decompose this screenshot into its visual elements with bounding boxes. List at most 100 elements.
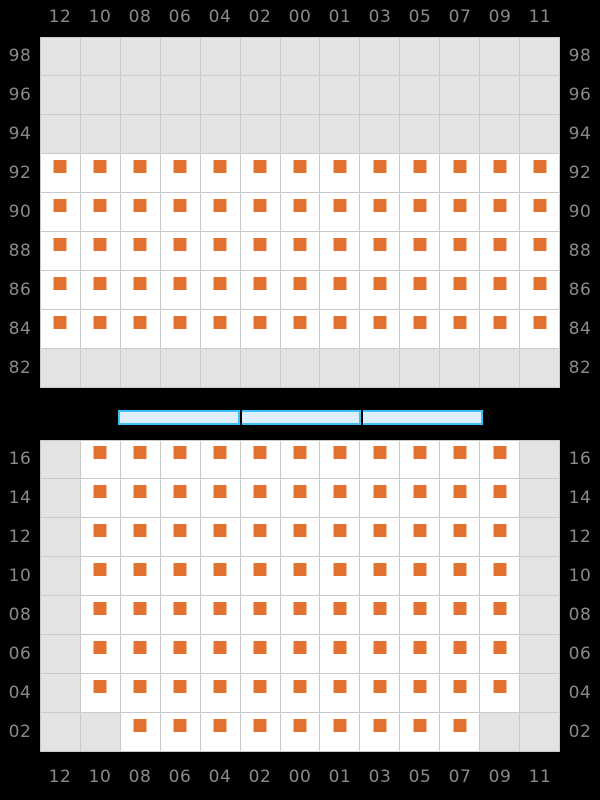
seat-cell-14-02[interactable]	[240, 479, 281, 518]
seat-cell-84-11[interactable]	[520, 310, 560, 349]
seat-marker-02-01[interactable]	[333, 719, 347, 732]
seat-cell-04-08[interactable]	[120, 674, 161, 713]
seat-cell-92-07[interactable]	[440, 154, 481, 193]
seat-marker-12-07[interactable]	[453, 524, 467, 537]
seat-marker-08-08[interactable]	[133, 602, 147, 615]
seat-cell-02-01[interactable]	[320, 713, 361, 752]
seat-marker-86-05[interactable]	[413, 277, 427, 290]
seat-marker-88-07[interactable]	[453, 238, 467, 251]
seat-cell-92-00[interactable]	[280, 154, 321, 193]
seat-cell-88-08[interactable]	[120, 232, 161, 271]
seat-marker-90-04[interactable]	[213, 199, 227, 212]
seat-marker-88-10[interactable]	[93, 238, 107, 251]
seat-cell-12-01[interactable]	[320, 518, 361, 557]
seat-cell-02-08[interactable]	[120, 713, 161, 752]
seat-cell-08-08[interactable]	[120, 596, 161, 635]
seat-cell-16-10[interactable]	[80, 440, 121, 479]
seat-cell-02-06[interactable]	[160, 713, 201, 752]
seat-cell-08-01[interactable]	[320, 596, 361, 635]
seat-cell-86-11[interactable]	[520, 271, 560, 310]
seat-marker-08-07[interactable]	[453, 602, 467, 615]
seat-cell-88-00[interactable]	[280, 232, 321, 271]
seat-marker-86-00[interactable]	[293, 277, 307, 290]
seat-cell-92-08[interactable]	[120, 154, 161, 193]
aisle-segment-1[interactable]	[118, 410, 240, 425]
seat-cell-86-06[interactable]	[160, 271, 201, 310]
seat-marker-92-08[interactable]	[133, 160, 147, 173]
seat-marker-10-05[interactable]	[413, 563, 427, 576]
seat-cell-04-07[interactable]	[440, 674, 481, 713]
seat-marker-88-03[interactable]	[373, 238, 387, 251]
seat-cell-16-04[interactable]	[200, 440, 241, 479]
seat-marker-10-00[interactable]	[293, 563, 307, 576]
seat-cell-90-00[interactable]	[280, 193, 321, 232]
seat-marker-92-11[interactable]	[533, 160, 547, 173]
seat-marker-06-10[interactable]	[93, 641, 107, 654]
seat-cell-16-00[interactable]	[280, 440, 321, 479]
seat-cell-02-00[interactable]	[280, 713, 321, 752]
seat-marker-08-04[interactable]	[213, 602, 227, 615]
seat-cell-92-01[interactable]	[320, 154, 361, 193]
seat-cell-08-04[interactable]	[200, 596, 241, 635]
seat-cell-14-09[interactable]	[480, 479, 521, 518]
seat-marker-16-09[interactable]	[493, 446, 507, 459]
seat-marker-14-02[interactable]	[253, 485, 267, 498]
seat-marker-86-02[interactable]	[253, 277, 267, 290]
seat-cell-06-04[interactable]	[200, 635, 241, 674]
seat-cell-88-02[interactable]	[240, 232, 281, 271]
seat-marker-84-02[interactable]	[253, 316, 267, 329]
seat-marker-84-07[interactable]	[453, 316, 467, 329]
seat-marker-14-03[interactable]	[373, 485, 387, 498]
seat-marker-14-10[interactable]	[93, 485, 107, 498]
seat-marker-14-09[interactable]	[493, 485, 507, 498]
seat-cell-16-05[interactable]	[400, 440, 441, 479]
seat-marker-04-02[interactable]	[253, 680, 267, 693]
seat-marker-90-06[interactable]	[173, 199, 187, 212]
seat-marker-14-06[interactable]	[173, 485, 187, 498]
seat-cell-92-06[interactable]	[160, 154, 201, 193]
seat-cell-84-02[interactable]	[240, 310, 281, 349]
seat-marker-10-07[interactable]	[453, 563, 467, 576]
seat-marker-92-12[interactable]	[53, 160, 67, 173]
seat-marker-90-11[interactable]	[533, 199, 547, 212]
seat-marker-08-10[interactable]	[93, 602, 107, 615]
seat-marker-90-08[interactable]	[133, 199, 147, 212]
seat-cell-12-08[interactable]	[120, 518, 161, 557]
seat-cell-14-04[interactable]	[200, 479, 241, 518]
seat-cell-84-10[interactable]	[80, 310, 121, 349]
seat-cell-06-06[interactable]	[160, 635, 201, 674]
seat-cell-90-07[interactable]	[440, 193, 481, 232]
seat-cell-12-06[interactable]	[160, 518, 201, 557]
seat-cell-10-00[interactable]	[280, 557, 321, 596]
seat-marker-90-07[interactable]	[453, 199, 467, 212]
seat-marker-88-05[interactable]	[413, 238, 427, 251]
seat-marker-08-03[interactable]	[373, 602, 387, 615]
aisle-divider[interactable]	[118, 410, 484, 425]
seat-cell-06-03[interactable]	[360, 635, 401, 674]
seat-cell-88-07[interactable]	[440, 232, 481, 271]
seat-marker-04-04[interactable]	[213, 680, 227, 693]
seat-marker-08-06[interactable]	[173, 602, 187, 615]
seat-marker-04-07[interactable]	[453, 680, 467, 693]
seat-marker-90-02[interactable]	[253, 199, 267, 212]
seat-cell-14-00[interactable]	[280, 479, 321, 518]
seat-cell-08-02[interactable]	[240, 596, 281, 635]
seat-cell-92-11[interactable]	[520, 154, 560, 193]
seat-cell-92-04[interactable]	[200, 154, 241, 193]
seat-cell-10-10[interactable]	[80, 557, 121, 596]
seat-marker-86-11[interactable]	[533, 277, 547, 290]
seat-cell-04-05[interactable]	[400, 674, 441, 713]
seat-marker-08-02[interactable]	[253, 602, 267, 615]
seat-marker-14-08[interactable]	[133, 485, 147, 498]
seat-cell-92-05[interactable]	[400, 154, 441, 193]
seat-marker-06-02[interactable]	[253, 641, 267, 654]
seat-marker-02-02[interactable]	[253, 719, 267, 732]
seat-cell-14-08[interactable]	[120, 479, 161, 518]
seat-marker-88-11[interactable]	[533, 238, 547, 251]
seat-marker-88-01[interactable]	[333, 238, 347, 251]
seat-cell-88-05[interactable]	[400, 232, 441, 271]
seat-marker-06-00[interactable]	[293, 641, 307, 654]
seat-marker-16-04[interactable]	[213, 446, 227, 459]
seat-marker-14-04[interactable]	[213, 485, 227, 498]
seat-cell-08-03[interactable]	[360, 596, 401, 635]
